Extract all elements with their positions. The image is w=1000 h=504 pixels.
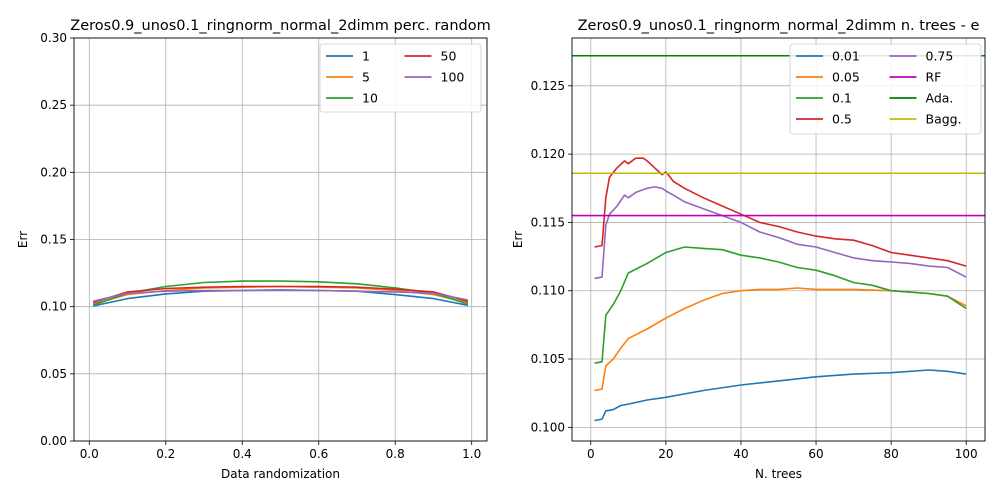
series-line-50 xyxy=(92,285,469,304)
legend-label: 50 xyxy=(441,49,457,64)
x-tick-label: 100 xyxy=(955,447,978,461)
y-tick-label: 0.05 xyxy=(40,367,67,381)
legend-label: RF xyxy=(926,70,942,85)
x-tick-label: 0.4 xyxy=(233,447,252,461)
x-tick-label: 1.0 xyxy=(462,447,481,461)
x-axis-label: Data randomization xyxy=(221,467,340,481)
chart-title: Zeros0.9_unos0.1_ringnorm_normal_2dimm p… xyxy=(70,18,490,34)
y-tick-label: 0.00 xyxy=(40,434,67,448)
legend-box xyxy=(789,43,982,135)
y-axis-label: Err xyxy=(16,231,30,248)
chart-panel-2: 0 20 40 60 80 100 0.100 0.105 0.110 0.115 0.120 0.1… xyxy=(511,18,986,481)
y-tick-label: 0.125 xyxy=(531,79,565,93)
legend-label: 100 xyxy=(441,70,465,85)
series-line-0.01 xyxy=(594,369,967,422)
y-tick-label: 0.10 xyxy=(40,300,67,314)
y-tick-label: 0.20 xyxy=(40,165,67,179)
series-line-0.5 xyxy=(594,157,967,267)
series-group xyxy=(92,280,469,307)
y-tick-label: 0.100 xyxy=(531,420,565,434)
y-tick-label: 0.115 xyxy=(531,215,565,229)
series-line-0.75 xyxy=(594,186,967,280)
y-axis-label: Err xyxy=(511,231,525,248)
legend-label: 0.5 xyxy=(832,112,852,127)
legend-label: Ada. xyxy=(926,91,954,106)
series-group xyxy=(572,54,985,422)
x-tick-label: 80 xyxy=(883,447,898,461)
x-axis-label: N. trees xyxy=(755,467,802,481)
chart-panel-1: 0.0 0.2 0.4 0.6 0.8 1.0 0.00 0.05 0.10 0.15 0.20 0.… xyxy=(16,18,491,481)
legend: 0.01 0.05 0.1 0.5 0.75 RF Ada. Bagg. xyxy=(789,43,982,135)
x-tick-label: 0.2 xyxy=(156,447,175,461)
legend: 1 5 10 50 100 xyxy=(319,43,482,113)
legend-label: 5 xyxy=(362,70,370,85)
chart-title: Zeros0.9_unos0.1_ringnorm_normal_2dimm n… xyxy=(578,18,980,34)
y-tick-label: 0.110 xyxy=(531,284,565,298)
legend-label: 1 xyxy=(362,49,370,64)
x-tick-label: 0.8 xyxy=(386,447,405,461)
x-tick-label: 60 xyxy=(808,447,823,461)
legend-label: 10 xyxy=(362,91,378,106)
series-line-0.05 xyxy=(594,287,967,392)
y-tick-label: 0.15 xyxy=(40,233,67,247)
x-tick-label: 40 xyxy=(733,447,748,461)
legend-label: Bagg. xyxy=(926,112,962,127)
legend-box xyxy=(319,43,482,113)
x-tick-label: 0.0 xyxy=(80,447,99,461)
plot-frame xyxy=(571,37,986,442)
y-tick-label: 0.105 xyxy=(531,352,565,366)
legend-label: 0.75 xyxy=(926,49,954,64)
x-tick-label: 0 xyxy=(587,447,595,461)
legend-label: 0.01 xyxy=(832,49,860,64)
x-tick-label: 20 xyxy=(658,447,673,461)
y-tick-label: 0.30 xyxy=(40,31,67,45)
series-line-0.1 xyxy=(594,246,967,364)
y-tick-label: 0.120 xyxy=(531,147,565,161)
series-line-100 xyxy=(92,289,469,303)
x-tick-label: 0.6 xyxy=(309,447,328,461)
y-tick-label: 0.25 xyxy=(40,98,67,112)
legend-label: 0.1 xyxy=(832,91,852,106)
legend-label: 0.05 xyxy=(832,70,860,85)
